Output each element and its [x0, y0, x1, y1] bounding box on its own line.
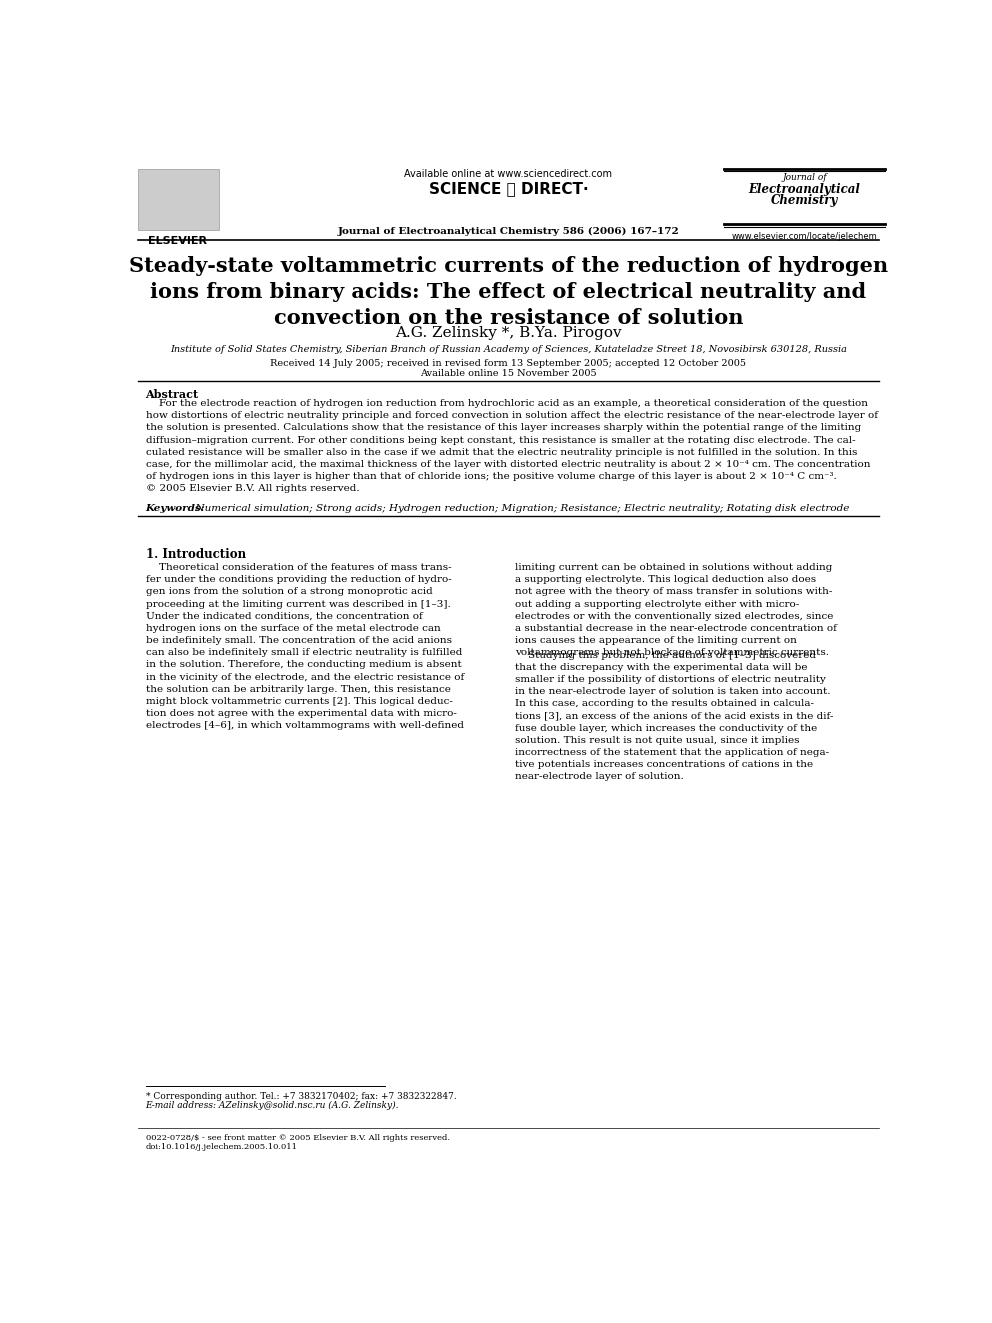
- Text: 1. Introduction: 1. Introduction: [146, 548, 246, 561]
- Text: www.elsevier.com/locate/jelechem: www.elsevier.com/locate/jelechem: [731, 232, 877, 241]
- Text: Keywords:: Keywords:: [146, 504, 205, 513]
- Text: Available online 15 November 2005: Available online 15 November 2005: [420, 369, 597, 377]
- FancyBboxPatch shape: [138, 169, 218, 230]
- Text: Abstract: Abstract: [146, 389, 198, 400]
- Text: Journal of Electroanalytical Chemistry 586 (2006) 167–172: Journal of Electroanalytical Chemistry 5…: [337, 228, 680, 235]
- Text: Chemistry: Chemistry: [771, 194, 838, 208]
- Text: E-mail address: AZelinsky@solid.nsc.ru (A.G. Zelinsky).: E-mail address: AZelinsky@solid.nsc.ru (…: [146, 1101, 399, 1110]
- Text: Theoretical consideration of the features of mass trans-
fer under the condition: Theoretical consideration of the feature…: [146, 564, 464, 730]
- Text: Available online at www.sciencedirect.com: Available online at www.sciencedirect.co…: [405, 169, 612, 180]
- Text: doi:10.1016/j.jelechem.2005.10.011: doi:10.1016/j.jelechem.2005.10.011: [146, 1143, 298, 1151]
- Text: Steady-state voltammetric currents of the reduction of hydrogen
ions from binary: Steady-state voltammetric currents of th…: [129, 255, 888, 328]
- Text: For the electrode reaction of hydrogen ion reduction from hydrochloric acid as a: For the electrode reaction of hydrogen i…: [146, 400, 878, 493]
- Text: SCIENCE ⓓ DIRECT·: SCIENCE ⓓ DIRECT·: [429, 181, 588, 196]
- Text: Journal of: Journal of: [782, 173, 826, 183]
- Text: Numerical simulation; Strong acids; Hydrogen reduction; Migration; Resistance; E: Numerical simulation; Strong acids; Hydr…: [189, 504, 850, 513]
- Text: * Corresponding author. Tel.: +7 3832170402; fax: +7 3832322847.: * Corresponding author. Tel.: +7 3832170…: [146, 1091, 456, 1101]
- Text: Received 14 July 2005; received in revised form 13 September 2005; accepted 12 O: Received 14 July 2005; received in revis…: [271, 360, 746, 368]
- Text: ELSEVIER: ELSEVIER: [149, 237, 207, 246]
- Text: limiting current can be obtained in solutions without adding
a supporting electr: limiting current can be obtained in solu…: [515, 564, 836, 658]
- Text: Studying this problem, the authors of [1–3] discovered
that the discrepancy with: Studying this problem, the authors of [1…: [515, 651, 833, 782]
- Text: Electroanalytical: Electroanalytical: [748, 183, 860, 196]
- Text: A.G. Zelinsky *, B.Ya. Pirogov: A.G. Zelinsky *, B.Ya. Pirogov: [395, 325, 622, 340]
- Text: Institute of Solid States Chemistry, Siberian Branch of Russian Academy of Scien: Institute of Solid States Chemistry, Sib…: [170, 345, 847, 355]
- Text: 0022-0728/$ - see front matter © 2005 Elsevier B.V. All rights reserved.: 0022-0728/$ - see front matter © 2005 El…: [146, 1134, 449, 1142]
